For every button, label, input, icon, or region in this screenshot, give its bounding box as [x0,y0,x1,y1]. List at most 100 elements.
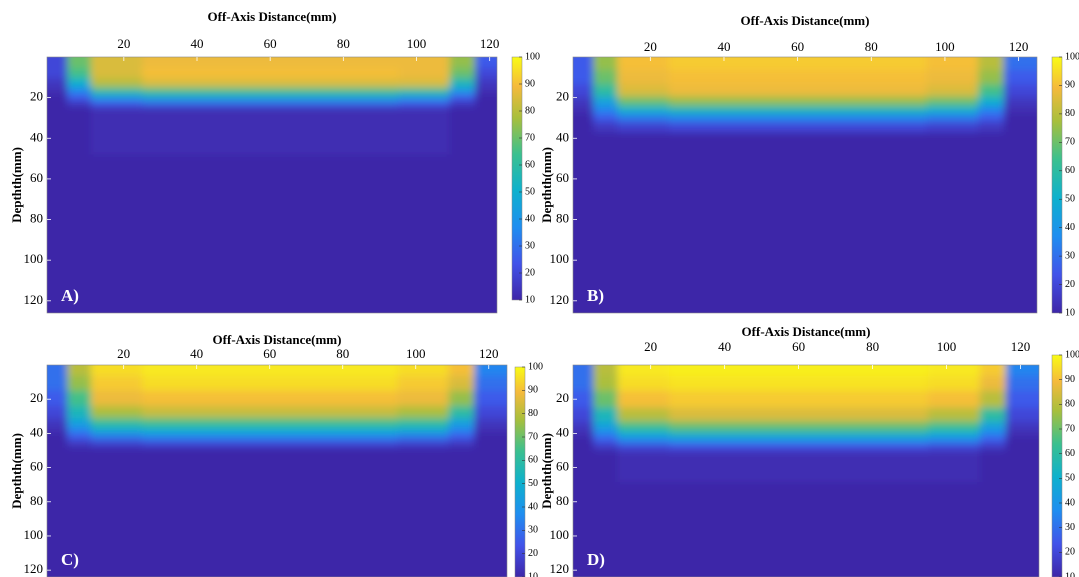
contour-cell [617,96,670,107]
y-tick-label: 120 [550,561,570,576]
contour-cell [752,436,846,445]
panel-label: A) [61,286,79,305]
contour-cell [449,87,476,96]
colorbar-tick-label: 90 [1065,374,1075,385]
contour-cell [978,96,1005,107]
contour-cell [47,426,68,434]
y-axis-label: Depthth(mm) [539,433,554,509]
contour-cell [978,105,1005,115]
colorbar [514,366,526,577]
contour-cell [668,178,753,313]
contour-cell [474,447,507,481]
colorbar-tick-label: 80 [1065,399,1075,410]
contour-cell [926,178,979,313]
colorbar [1051,354,1063,577]
contour-cell [67,106,92,156]
contour-cell [67,100,92,108]
contour-cell [593,429,618,438]
plot-frame [46,364,508,577]
colorbar-tick-label: 20 [1065,547,1075,558]
x-tick-label: 80 [866,339,879,354]
contour-cell [397,406,450,419]
contour-cell [751,113,845,123]
contour-cell [979,421,1007,431]
contour-cell [47,78,68,88]
contour-cell [573,482,594,577]
contour-cell [224,406,316,419]
y-tick-label: 120 [24,561,44,576]
chart-title: Off-Axis Distance(mm) [213,332,342,347]
contour-cell [448,433,475,441]
x-tick-label: 20 [117,36,130,51]
contour-cell [142,87,225,96]
contour-cell [315,418,398,428]
contour-cell [752,390,846,409]
contour-cell [448,480,475,577]
contour-cell [398,100,450,108]
contour-cell [67,154,92,313]
contour-cell [398,106,450,156]
contour-cell [1005,482,1039,577]
contour-cell [751,70,845,85]
contour-cell [844,376,929,392]
contour-cell [752,365,846,377]
contour-cell [978,57,1005,71]
contour-cell [1005,450,1039,483]
contour-cell [1005,429,1039,438]
contour-cell [752,421,846,431]
contour-cell [668,105,753,115]
contour-cell [448,447,475,481]
contour-cell [668,113,753,123]
contour-cell [90,94,143,102]
contour-cell [47,106,68,156]
contour-cell [617,429,670,438]
contour-cell [448,418,475,428]
contour-cell [668,70,753,85]
contour-cell [90,68,143,79]
contour-cell [398,78,450,88]
contour-cell [617,57,670,71]
contour-cell [47,87,68,96]
contour-cell [47,94,68,102]
contour-cell [474,390,507,407]
contour-cell [617,436,670,445]
contour-cell [315,440,398,448]
contour-cell [47,390,68,407]
contour-cell [47,154,68,313]
field [573,57,1037,313]
contour-cell [573,96,594,107]
contour-cell [47,57,68,69]
contour-cell [928,407,981,422]
contour-cell [752,376,846,392]
contour-cell [573,84,594,98]
contour-cell [1003,70,1037,85]
contour-cell [979,436,1007,445]
contour-cell [397,365,450,377]
contour-cell [593,113,618,123]
contour-cell [90,418,143,428]
contour-cell [224,100,317,108]
x-tick-label: 120 [1011,339,1031,354]
contour-cell [844,450,929,483]
contour-cell [142,68,225,79]
contour-cell [397,440,450,448]
contour-cell [979,365,1007,377]
y-tick-label: 80 [556,211,569,226]
contour-cell [926,96,979,107]
contour-cell [67,68,92,79]
contour-cell [979,443,1007,451]
colorbar-tick-label: 80 [525,105,535,116]
contour-cell [843,105,928,115]
colorbar-tick-label: 10 [1065,307,1075,318]
contour-cell [315,87,399,96]
contour-cell [1005,421,1039,431]
x-tick-label: 100 [937,339,957,354]
contour-cell [142,94,225,102]
contour-cell [573,443,594,451]
contour-cell [669,421,753,431]
field-inner [573,57,1037,313]
contour-cell [449,154,476,313]
y-tick-label: 120 [550,292,570,307]
contour-cell [224,418,316,428]
